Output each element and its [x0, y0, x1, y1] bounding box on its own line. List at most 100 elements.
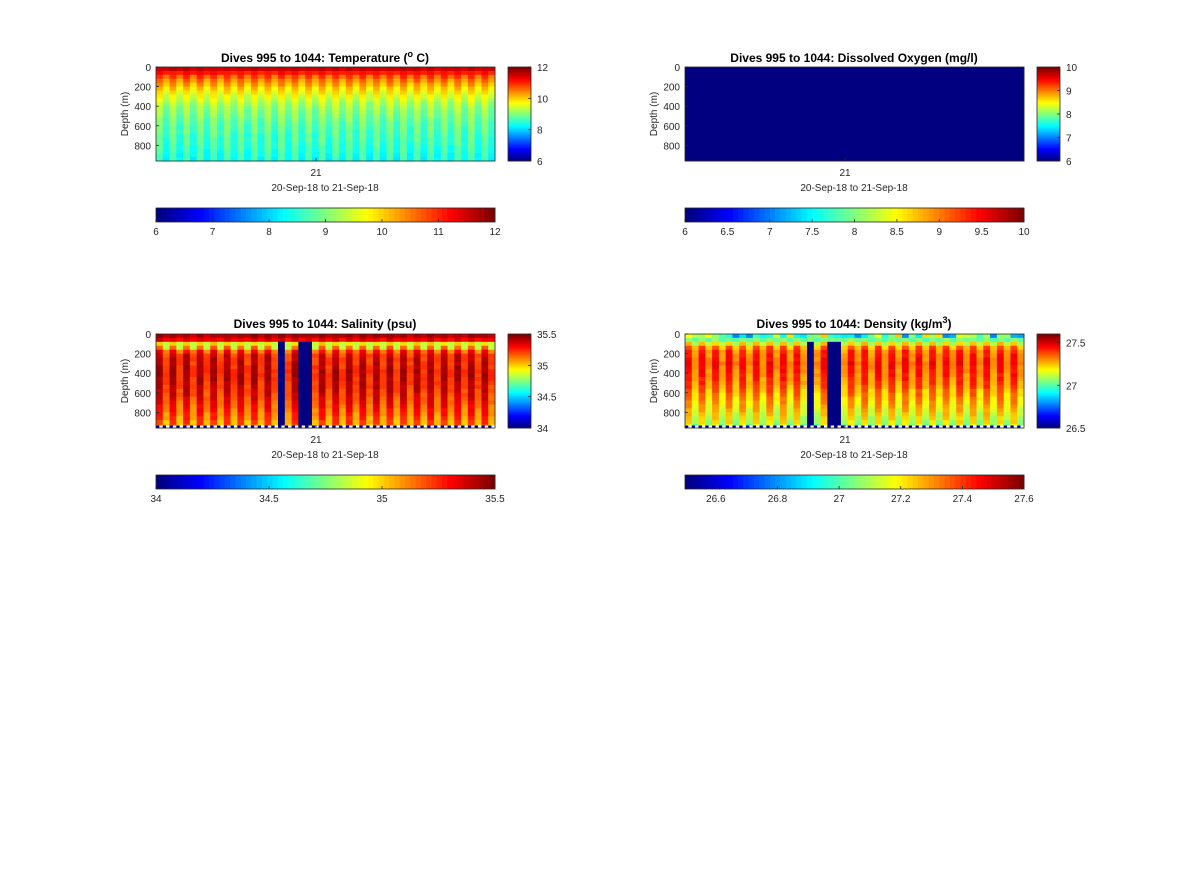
colorbar-swatch	[447, 208, 454, 222]
heatmap-cell	[372, 357, 381, 362]
colorbar-swatch	[351, 475, 358, 489]
heatmap-cell	[732, 90, 740, 95]
heatmap-cell	[311, 420, 320, 425]
heatmap-cell	[440, 349, 448, 354]
heatmap-cell	[359, 110, 367, 115]
heatmap-cell	[996, 86, 1005, 91]
heatmap-cell	[759, 384, 767, 390]
heatmap-cell	[773, 133, 781, 138]
heatmap-cell	[874, 388, 883, 394]
colorbar-swatch	[1037, 159, 1060, 162]
heatmap-cell	[691, 117, 699, 123]
heatmap-cell	[305, 137, 313, 142]
heatmap-cell	[298, 110, 306, 115]
heatmap-cell	[433, 117, 442, 123]
heatmap-cell	[189, 157, 198, 162]
heatmap-cell	[189, 74, 198, 80]
colorbar-swatch	[309, 208, 316, 222]
heatmap-cell	[874, 78, 883, 84]
heatmap-cell	[474, 110, 482, 115]
heatmap-cell	[379, 416, 387, 421]
heatmap-cell	[210, 129, 218, 134]
colorbar-swatch	[508, 423, 531, 426]
heatmap-cell	[813, 67, 821, 72]
heatmap-cell	[379, 70, 387, 76]
heatmap-cell	[250, 384, 259, 390]
heatmap-cell	[372, 121, 381, 127]
heatmap-cell	[685, 70, 693, 76]
heatmap-cell	[976, 110, 984, 115]
heatmap-cell	[868, 416, 876, 421]
panel-title: Dives 995 to 1044: Temperature (o C)	[221, 49, 429, 65]
heatmap-cell	[854, 334, 862, 339]
heatmap-cell	[413, 153, 421, 158]
heatmap-cell	[827, 381, 835, 386]
heatmap-cell	[454, 86, 462, 91]
heatmap-cell	[718, 78, 727, 84]
heatmap-cell	[189, 408, 198, 413]
heatmap-cell	[339, 365, 347, 370]
heatmap-cell	[169, 70, 177, 76]
heatmap-cell	[420, 365, 428, 370]
heatmap-cell	[271, 67, 279, 72]
heatmap-cell	[372, 149, 381, 154]
heatmap-cell	[454, 365, 462, 370]
heatmap-cell	[732, 70, 740, 76]
colorbar-swatch	[902, 208, 908, 222]
heatmap-cell	[291, 70, 299, 76]
colorbar-swatch	[1037, 153, 1060, 156]
heatmap-cell	[840, 377, 849, 382]
heatmap-cell	[698, 114, 706, 119]
heatmap-cell	[732, 334, 740, 339]
heatmap-cell	[176, 377, 184, 382]
heatmap-cell	[793, 349, 801, 354]
heatmap-cell	[447, 369, 455, 374]
heatmap-cell	[881, 396, 889, 401]
heatmap-cell	[284, 349, 292, 354]
heatmap-cell	[183, 70, 191, 76]
heatmap-cell	[162, 337, 170, 343]
heatmap-cell	[359, 67, 367, 72]
heatmap-cell	[433, 145, 442, 150]
heatmap-cell	[773, 361, 781, 366]
heatmap-cell	[271, 420, 279, 425]
heatmap-cell	[840, 157, 849, 162]
heatmap-cell	[244, 90, 252, 95]
heatmap-cell	[325, 70, 333, 76]
heatmap-cell	[929, 86, 937, 91]
heatmap-cell	[929, 145, 937, 150]
heatmap-cell	[881, 98, 889, 103]
colorbar-swatch	[1037, 156, 1060, 159]
heatmap-cell	[156, 98, 164, 103]
heatmap-cell	[793, 106, 801, 111]
heatmap-cell	[786, 102, 794, 107]
heatmap-cell	[271, 377, 279, 382]
colorbar-swatch	[944, 208, 951, 222]
heatmap-cell	[183, 153, 191, 158]
heatmap-cell	[881, 129, 889, 134]
colorbar-swatch	[508, 383, 531, 386]
heatmap-cell	[298, 94, 306, 99]
heatmap-cell	[888, 149, 896, 154]
heatmap-cell	[935, 149, 944, 154]
heatmap-cell	[278, 121, 286, 127]
colorbar-swatch	[508, 125, 531, 128]
heatmap-cell	[257, 337, 265, 343]
heatmap-cell	[237, 349, 245, 354]
heatmap-cell	[210, 381, 218, 386]
heatmap-cell	[461, 345, 469, 351]
heatmap-cell	[156, 377, 164, 382]
heatmap-cell	[461, 149, 469, 154]
heatmap-cell	[196, 400, 204, 405]
heatmap-cell	[461, 106, 469, 111]
heatmap-cell	[949, 86, 957, 91]
heatmap-cell	[786, 396, 794, 401]
heatmap-cell	[183, 106, 191, 111]
heatmap-cell	[861, 121, 869, 127]
heatmap-cell	[393, 337, 401, 343]
heatmap-cell	[298, 337, 306, 343]
heatmap-cell	[746, 106, 754, 111]
heatmap-cell	[250, 117, 259, 123]
heatmap-cell	[840, 114, 849, 119]
heatmap-cell	[461, 388, 469, 394]
